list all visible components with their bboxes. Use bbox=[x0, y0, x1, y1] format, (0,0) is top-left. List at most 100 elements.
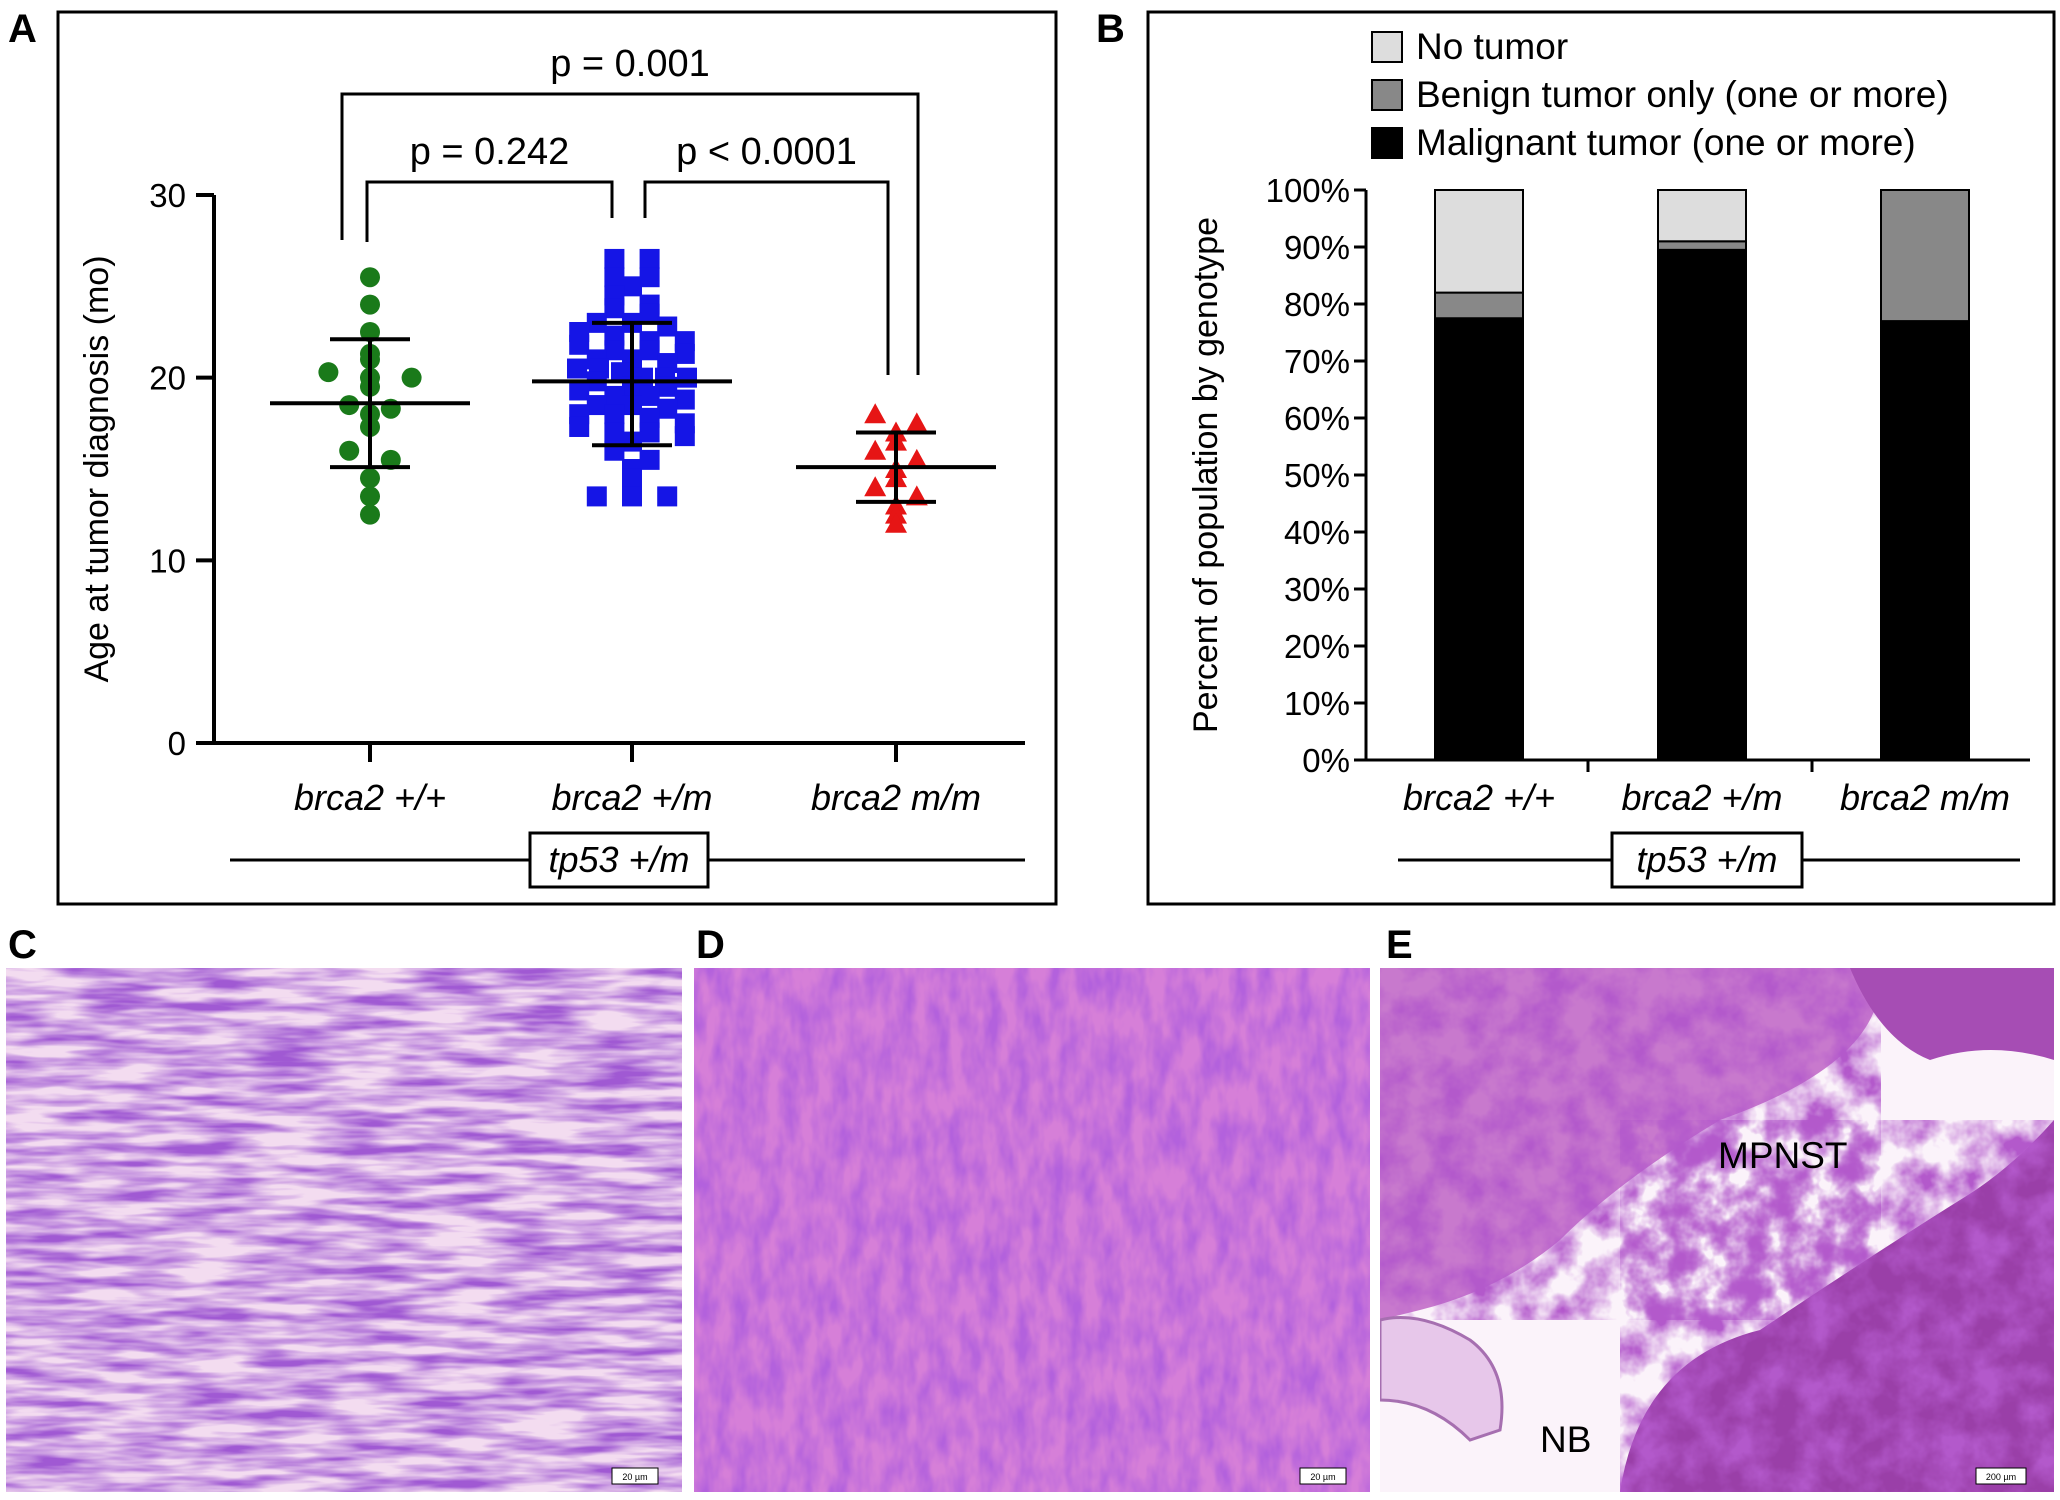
data-point-circle bbox=[401, 367, 422, 388]
label-nb: NB bbox=[1540, 1419, 1591, 1460]
data-point-square bbox=[639, 248, 660, 269]
micrograph-d-tissue bbox=[694, 968, 1370, 1492]
nerve-bundle-region bbox=[1380, 1316, 1504, 1442]
y-tick-label-30: 30% bbox=[1284, 571, 1350, 608]
panel-a-y-axis-title: Age at tumor diagnosis (mo) bbox=[78, 255, 116, 682]
panel-a-mean-sd-bars bbox=[270, 320, 996, 504]
panel-letter-a: A bbox=[8, 7, 37, 51]
panel-b-stacked-bars bbox=[1434, 189, 1970, 761]
data-point-triangle bbox=[864, 403, 887, 424]
panel-a-category-labels: brca2 +/+ brca2 +/m brca2 m/m bbox=[294, 777, 981, 818]
mpnst-texture bbox=[1380, 968, 1881, 1320]
data-point-square bbox=[639, 422, 660, 443]
nb-adjacent-texture bbox=[1620, 1120, 2054, 1492]
label-mpnst: MPNST bbox=[1718, 1135, 1848, 1176]
data-point-triangle bbox=[864, 476, 887, 497]
y-tick-label-20: 20 bbox=[149, 360, 186, 397]
category-label-0: brca2 +/+ bbox=[294, 777, 446, 818]
data-point-square bbox=[604, 404, 625, 425]
data-point-square bbox=[639, 449, 660, 470]
data-point-square bbox=[569, 416, 590, 437]
panel-a-frame bbox=[56, 10, 1058, 906]
data-point-square bbox=[604, 422, 625, 443]
panel-a-group-box bbox=[528, 831, 710, 889]
bar-segment-0-1 bbox=[1434, 291, 1524, 320]
significance-bracket-0 bbox=[365, 180, 614, 242]
panel-letter-b: B bbox=[1096, 7, 1125, 51]
data-point-square bbox=[569, 380, 590, 401]
scale-bar-e-label: 200 µm bbox=[1986, 1472, 2016, 1482]
bar-segment-1-1 bbox=[1657, 240, 1747, 251]
data-point-square bbox=[657, 486, 678, 507]
panel-a-significance-brackets: p = 0.242 p < 0.0001 p = 0.001 bbox=[340, 43, 920, 375]
panel-a-y-ticks: 0 10 20 30 bbox=[149, 177, 214, 762]
data-point-square bbox=[657, 398, 678, 419]
y-tick-label-60: 60% bbox=[1284, 400, 1350, 437]
panel-a-group-label: tp53 +/m bbox=[548, 839, 689, 880]
data-point-square bbox=[639, 340, 660, 361]
panel-c-micrograph: C 20 µm bbox=[6, 923, 682, 1492]
category-label-1: brca2 +/m bbox=[551, 777, 712, 818]
data-point-square bbox=[604, 340, 625, 361]
data-point-circle bbox=[339, 440, 360, 461]
p-value-label-1: p < 0.0001 bbox=[676, 131, 857, 173]
data-point-square bbox=[604, 248, 625, 269]
data-point-square bbox=[586, 486, 607, 507]
scale-bar-d bbox=[1299, 1467, 1347, 1485]
data-point-square bbox=[604, 298, 625, 319]
data-point-triangle bbox=[905, 448, 928, 469]
bar-segment-1-2 bbox=[1657, 189, 1747, 243]
legend-label-1: Benign tumor only (one or more) bbox=[1416, 74, 1949, 115]
panel-letter-c: C bbox=[8, 923, 37, 967]
data-point-square bbox=[657, 316, 678, 337]
category-label-1: brca2 +/m bbox=[1621, 777, 1782, 818]
data-point-square bbox=[677, 367, 697, 388]
panel-d-micrograph: D 20 µm bbox=[694, 923, 1370, 1492]
data-point-circle bbox=[360, 504, 380, 525]
category-label-0: brca2 +/+ bbox=[1403, 777, 1555, 818]
y-tick-label-20: 20% bbox=[1284, 628, 1350, 665]
data-point-circle bbox=[360, 322, 380, 342]
data-point-circle bbox=[360, 486, 380, 507]
p-value-label-2: p = 0.001 bbox=[550, 43, 710, 85]
bar-segment-1-0 bbox=[1657, 248, 1747, 761]
data-point-square bbox=[569, 334, 590, 355]
data-point-square bbox=[622, 486, 642, 507]
panel-b-x-ticks bbox=[1586, 760, 1814, 772]
bar-segment-2-0 bbox=[1880, 320, 1970, 761]
panel-b-frame bbox=[1146, 10, 2056, 906]
data-point-circle bbox=[318, 362, 339, 383]
significance-bracket-2 bbox=[340, 92, 920, 375]
data-point-circle bbox=[360, 267, 380, 288]
y-tick-label-100: 100% bbox=[1266, 172, 1350, 209]
panel-letter-e: E bbox=[1386, 923, 1413, 967]
y-tick-label-30: 30 bbox=[149, 177, 186, 214]
data-point-square bbox=[674, 343, 695, 364]
panel-b-y-ticks: 0% 10% 20% 30% 40% 50% 60% 70% 80% 90% 100% bbox=[1266, 172, 1366, 779]
panel-b-category-labels: brca2 +/+ brca2 +/m brca2 m/m bbox=[1403, 777, 2010, 818]
panel-b-group-box bbox=[1610, 831, 1804, 889]
y-tick-label-40: 40% bbox=[1284, 514, 1350, 551]
panel-b: B No tumor Benign tumor only (one or more… bbox=[1096, 7, 2056, 906]
y-tick-label-0: 0% bbox=[1302, 742, 1350, 779]
data-point-square bbox=[639, 303, 660, 324]
legend-swatch-1 bbox=[1371, 79, 1403, 111]
data-point-square bbox=[586, 395, 607, 416]
data-point-triangle bbox=[864, 439, 887, 460]
micrograph-c-tissue bbox=[6, 968, 682, 1492]
p-value-label-0: p = 0.242 bbox=[410, 131, 570, 173]
category-label-2: brca2 m/m bbox=[1840, 777, 2010, 818]
data-point-square bbox=[622, 276, 642, 297]
data-point-circle bbox=[360, 294, 380, 315]
panel-b-y-axis-title: Percent of population by genotype bbox=[1187, 217, 1225, 733]
panel-a-x-ticks bbox=[368, 743, 898, 762]
legend-swatch-0 bbox=[1371, 127, 1403, 159]
data-point-circle bbox=[380, 449, 401, 470]
panel-a: A 0 10 20 30 Age at tumor diagnosis (mo) br… bbox=[8, 7, 1058, 906]
data-point-square bbox=[622, 468, 642, 489]
y-tick-label-10: 10% bbox=[1284, 685, 1350, 722]
data-point-circle bbox=[360, 468, 380, 489]
panel-letter-d: D bbox=[696, 923, 725, 967]
data-point-square bbox=[674, 389, 695, 410]
